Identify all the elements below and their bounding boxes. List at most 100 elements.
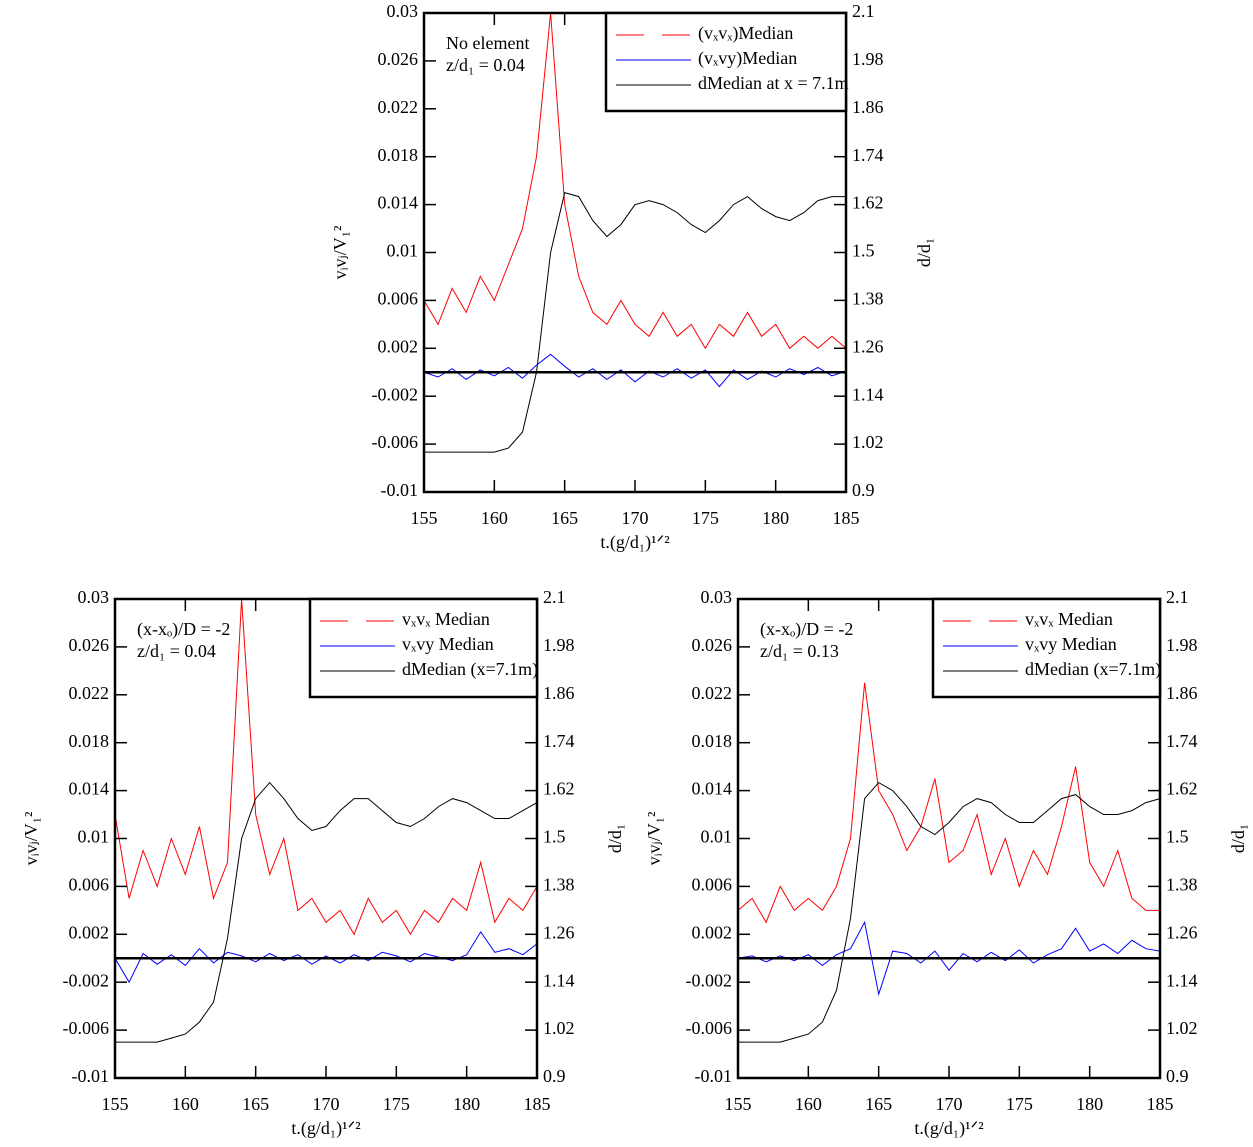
legend-label: dMedian (x=7.1m)	[402, 659, 538, 680]
y2-tick-label: 1.98	[543, 635, 575, 655]
y-tick-label: 0.018	[692, 731, 733, 751]
data-line	[115, 781, 538, 1043]
legend-label: vₓvy Median	[402, 634, 494, 654]
y2-tick-label: 1.02	[852, 432, 884, 452]
y2-axis-label: d/d₁	[914, 238, 934, 267]
y-tick-label: 0.026	[692, 635, 733, 655]
x-tick-label: 180	[453, 1094, 480, 1114]
y2-tick-label: 1.98	[852, 49, 884, 69]
y-tick-label: 0.022	[692, 683, 733, 703]
y-tick-label: 0.014	[378, 193, 419, 213]
legend-box	[931, 597, 1162, 699]
y-tick-label: 0.01	[387, 241, 419, 261]
y-tick-label: 0.022	[69, 683, 110, 703]
y2-tick-label: 1.86	[1166, 683, 1198, 703]
legend-label: vₓvₓ Median	[1025, 609, 1113, 629]
y2-tick-label: 1.74	[852, 145, 884, 165]
y-tick-label: 0.014	[69, 779, 110, 799]
x-tick-label: 165	[551, 508, 578, 528]
y2-tick-label: 1.74	[543, 731, 575, 751]
y-tick-label: -0.006	[63, 1018, 110, 1038]
y-tick-label: 0.006	[692, 875, 733, 895]
y-tick-label: -0.006	[686, 1018, 733, 1038]
y-tick-label: 0.026	[378, 49, 419, 69]
y-tick-label: 0.002	[69, 922, 110, 942]
legend-label: vₓvₓ Median	[402, 609, 490, 629]
y2-tick-label: 1.86	[852, 97, 884, 117]
x-axis-label: t.(g/d₁)¹ᐟ²	[914, 1118, 983, 1139]
y2-tick-label: 1.74	[1166, 731, 1198, 751]
y-tick-label: 0.01	[78, 827, 110, 847]
x-tick-label: 180	[1076, 1094, 1103, 1114]
y2-tick-label: 1.86	[543, 683, 575, 703]
y2-axis-label: d/d₁	[1228, 824, 1248, 853]
legend-label: (vₓvy)Median	[698, 48, 797, 69]
y-axis-label: vᵢvⱼ/V₁²	[644, 812, 664, 866]
y2-tick-label: 1.02	[1166, 1018, 1198, 1038]
y-tick-label: -0.01	[381, 480, 419, 500]
y-axis-label: vᵢvⱼ/V₁²	[21, 812, 41, 866]
y2-tick-label: 2.1	[852, 1, 875, 21]
x-tick-label: 155	[725, 1094, 752, 1114]
x-axis-label: t.(g/d₁)¹ᐟ²	[600, 532, 669, 553]
x-tick-label: 185	[1147, 1094, 1174, 1114]
x-tick-label: 170	[622, 508, 649, 528]
y2-tick-label: 1.02	[543, 1018, 575, 1038]
y2-tick-label: 0.9	[852, 480, 875, 500]
y2-tick-label: 1.98	[1166, 635, 1198, 655]
y-tick-label: -0.006	[372, 432, 419, 452]
y2-tick-label: 0.9	[543, 1066, 566, 1086]
x-tick-label: 165	[242, 1094, 269, 1114]
annotation: z/d₁ = 0.13	[760, 641, 839, 661]
annotation: z/d₁ = 0.04	[137, 641, 216, 661]
x-tick-label: 155	[411, 508, 438, 528]
data-line	[114, 930, 538, 984]
data-line	[737, 920, 1161, 997]
data-line	[114, 598, 538, 936]
y-tick-label: 0.002	[692, 922, 733, 942]
y-tick-label: -0.002	[686, 970, 733, 990]
y-tick-label: 0.002	[378, 336, 419, 356]
y-tick-label: 0.026	[69, 635, 110, 655]
legend-label: vₓvy Median	[1025, 634, 1117, 654]
annotation: (x-xₒ)/D = -2	[137, 619, 230, 640]
y-tick-label: 0.018	[378, 145, 419, 165]
legend-label: (vₓvₓ)Median	[698, 23, 793, 44]
data-line	[423, 353, 847, 388]
annotation: (x-xₒ)/D = -2	[760, 619, 853, 640]
x-tick-label: 185	[524, 1094, 551, 1114]
y-tick-label: -0.01	[72, 1066, 110, 1086]
y-tick-label: -0.01	[695, 1066, 733, 1086]
y-tick-label: 0.014	[692, 779, 733, 799]
x-tick-label: 160	[795, 1094, 822, 1114]
y2-tick-label: 1.14	[543, 970, 575, 990]
x-tick-label: 160	[172, 1094, 199, 1114]
y-tick-label: 0.018	[69, 731, 110, 751]
y2-tick-label: 1.14	[852, 384, 884, 404]
legend-label: dMedian (x=7.1m)	[1025, 659, 1161, 680]
data-line	[423, 12, 847, 350]
y-tick-label: 0.03	[387, 1, 419, 21]
y2-tick-label: 1.26	[543, 922, 575, 942]
y-tick-label: 0.022	[378, 97, 419, 117]
y2-tick-label: 1.26	[852, 336, 884, 356]
y-tick-label: 0.006	[69, 875, 110, 895]
data-line	[737, 682, 1160, 924]
y-tick-label: 0.03	[701, 587, 733, 607]
x-tick-label: 170	[313, 1094, 340, 1114]
y-tick-label: -0.002	[63, 970, 110, 990]
y-tick-label: 0.006	[378, 289, 419, 309]
x-tick-label: 175	[1006, 1094, 1033, 1114]
y-tick-label: -0.002	[372, 384, 419, 404]
y2-axis-label: d/d₁	[605, 824, 625, 853]
data-line	[738, 781, 1161, 1043]
data-line	[424, 191, 846, 453]
y2-tick-label: 2.1	[543, 587, 566, 607]
y-tick-label: 0.03	[78, 587, 110, 607]
x-axis-label: t.(g/d₁)¹ᐟ²	[291, 1118, 360, 1139]
y2-tick-label: 1.38	[852, 289, 884, 309]
x-tick-label: 160	[481, 508, 508, 528]
x-tick-label: 180	[762, 508, 789, 528]
x-tick-label: 165	[865, 1094, 892, 1114]
